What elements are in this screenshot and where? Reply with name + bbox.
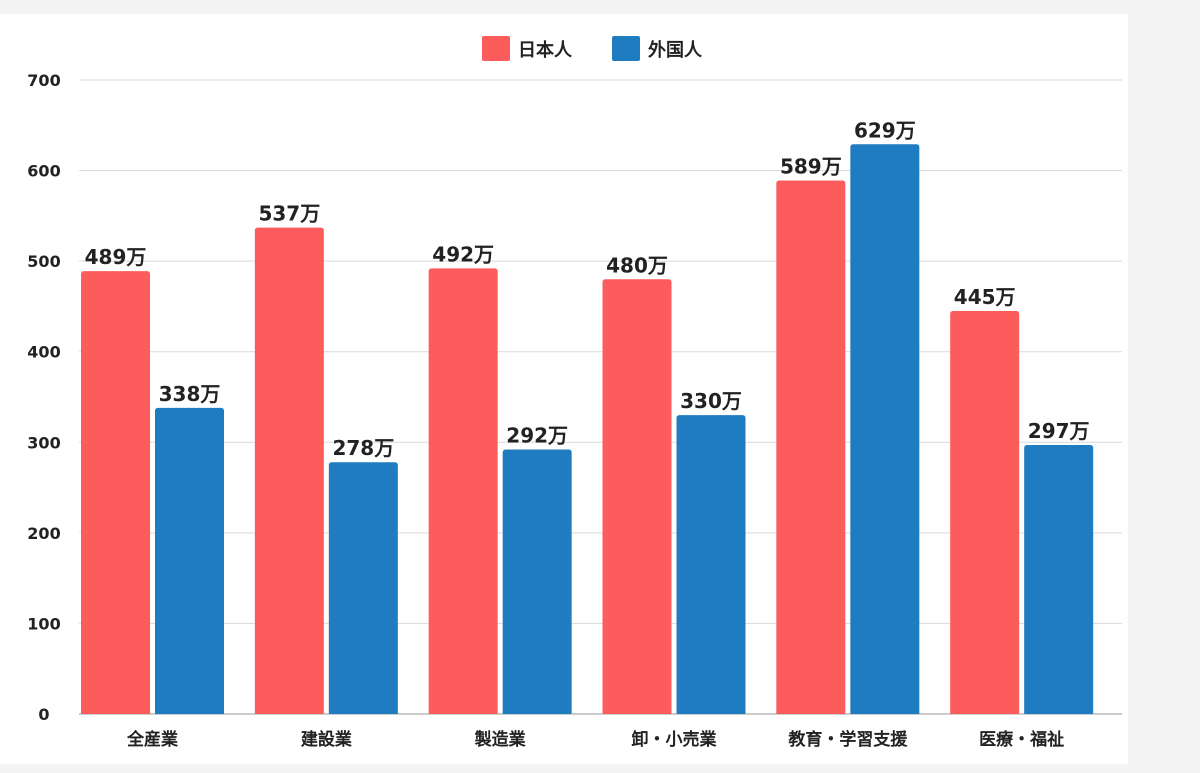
bar-foreign-2[interactable]	[502, 449, 572, 714]
y-tick-label: 300	[27, 433, 60, 452]
legend-item-japanese[interactable]: 日本人	[482, 36, 573, 61]
bar-value-label: 629万	[854, 118, 916, 142]
legend-swatch	[482, 36, 510, 61]
x-tick-label: 建設業	[301, 729, 352, 750]
bar-value-label: 278万	[332, 436, 394, 460]
y-tick-label: 100	[27, 614, 60, 633]
bar-japanese-3[interactable]	[602, 279, 672, 714]
bar-value-label: 489万	[85, 245, 147, 269]
y-tick-label: 0	[38, 705, 49, 724]
x-tick-label: 製造業	[474, 729, 526, 750]
bar-value-label: 589万	[780, 155, 842, 179]
legend-label: 外国人	[648, 39, 703, 61]
chart-card: 489万 338万 537万 278万 492万 292万 480万 330万 589万 629万…	[0, 14, 1128, 764]
axes: 0 100 200 300 400 500 600 700 全産業 建設業 製造業 卸・小売業 教育・学…	[27, 71, 1064, 750]
legend-item-foreign[interactable]: 外国人	[612, 36, 703, 61]
y-tick-label: 700	[27, 71, 60, 90]
bar-foreign-5[interactable]	[1024, 445, 1094, 714]
x-tick-label: 教育・学習支援	[787, 729, 908, 750]
bar-value-label: 537万	[258, 202, 320, 226]
bar-value-label: 330万	[680, 389, 742, 413]
bar-chart: 489万 338万 537万 278万 492万 292万 480万 330万 589万 629万…	[27, 36, 1122, 750]
bar-value-label: 480万	[606, 253, 668, 277]
bar-japanese-2[interactable]	[428, 268, 498, 714]
bar-foreign-1[interactable]	[328, 462, 398, 714]
legend-swatch	[612, 36, 640, 61]
grid-lines	[79, 79, 1122, 715]
bar-value-label: 338万	[159, 382, 221, 406]
y-tick-label: 400	[27, 343, 60, 362]
bars	[81, 144, 1094, 715]
bar-value-label: 297万	[1028, 419, 1090, 443]
bar-japanese-4[interactable]	[776, 180, 846, 714]
bar-value-label: 445万	[954, 285, 1016, 309]
x-tick-label: 卸・小売業	[632, 729, 717, 750]
bar-foreign-0[interactable]	[155, 407, 224, 714]
bar-value-label: 492万	[432, 242, 494, 266]
x-tick-label: 全産業	[126, 729, 178, 750]
bar-japanese-1[interactable]	[254, 227, 324, 715]
bar-japanese-0[interactable]	[81, 271, 150, 714]
data-labels: 489万 338万 537万 278万 492万 292万 480万 330万 589万 629万…	[85, 118, 1090, 460]
legend[interactable]: 日本人 外国人	[482, 36, 703, 61]
bar-foreign-4[interactable]	[850, 144, 920, 714]
legend-label: 日本人	[518, 39, 573, 61]
bar-value-label: 292万	[506, 424, 568, 448]
bar-japanese-5[interactable]	[950, 310, 1020, 714]
x-tick-label: 医療・福祉	[979, 729, 1064, 750]
y-tick-label: 200	[27, 524, 60, 543]
bar-foreign-3[interactable]	[676, 415, 746, 714]
y-tick-label: 500	[27, 252, 60, 271]
y-tick-label: 600	[27, 162, 60, 181]
